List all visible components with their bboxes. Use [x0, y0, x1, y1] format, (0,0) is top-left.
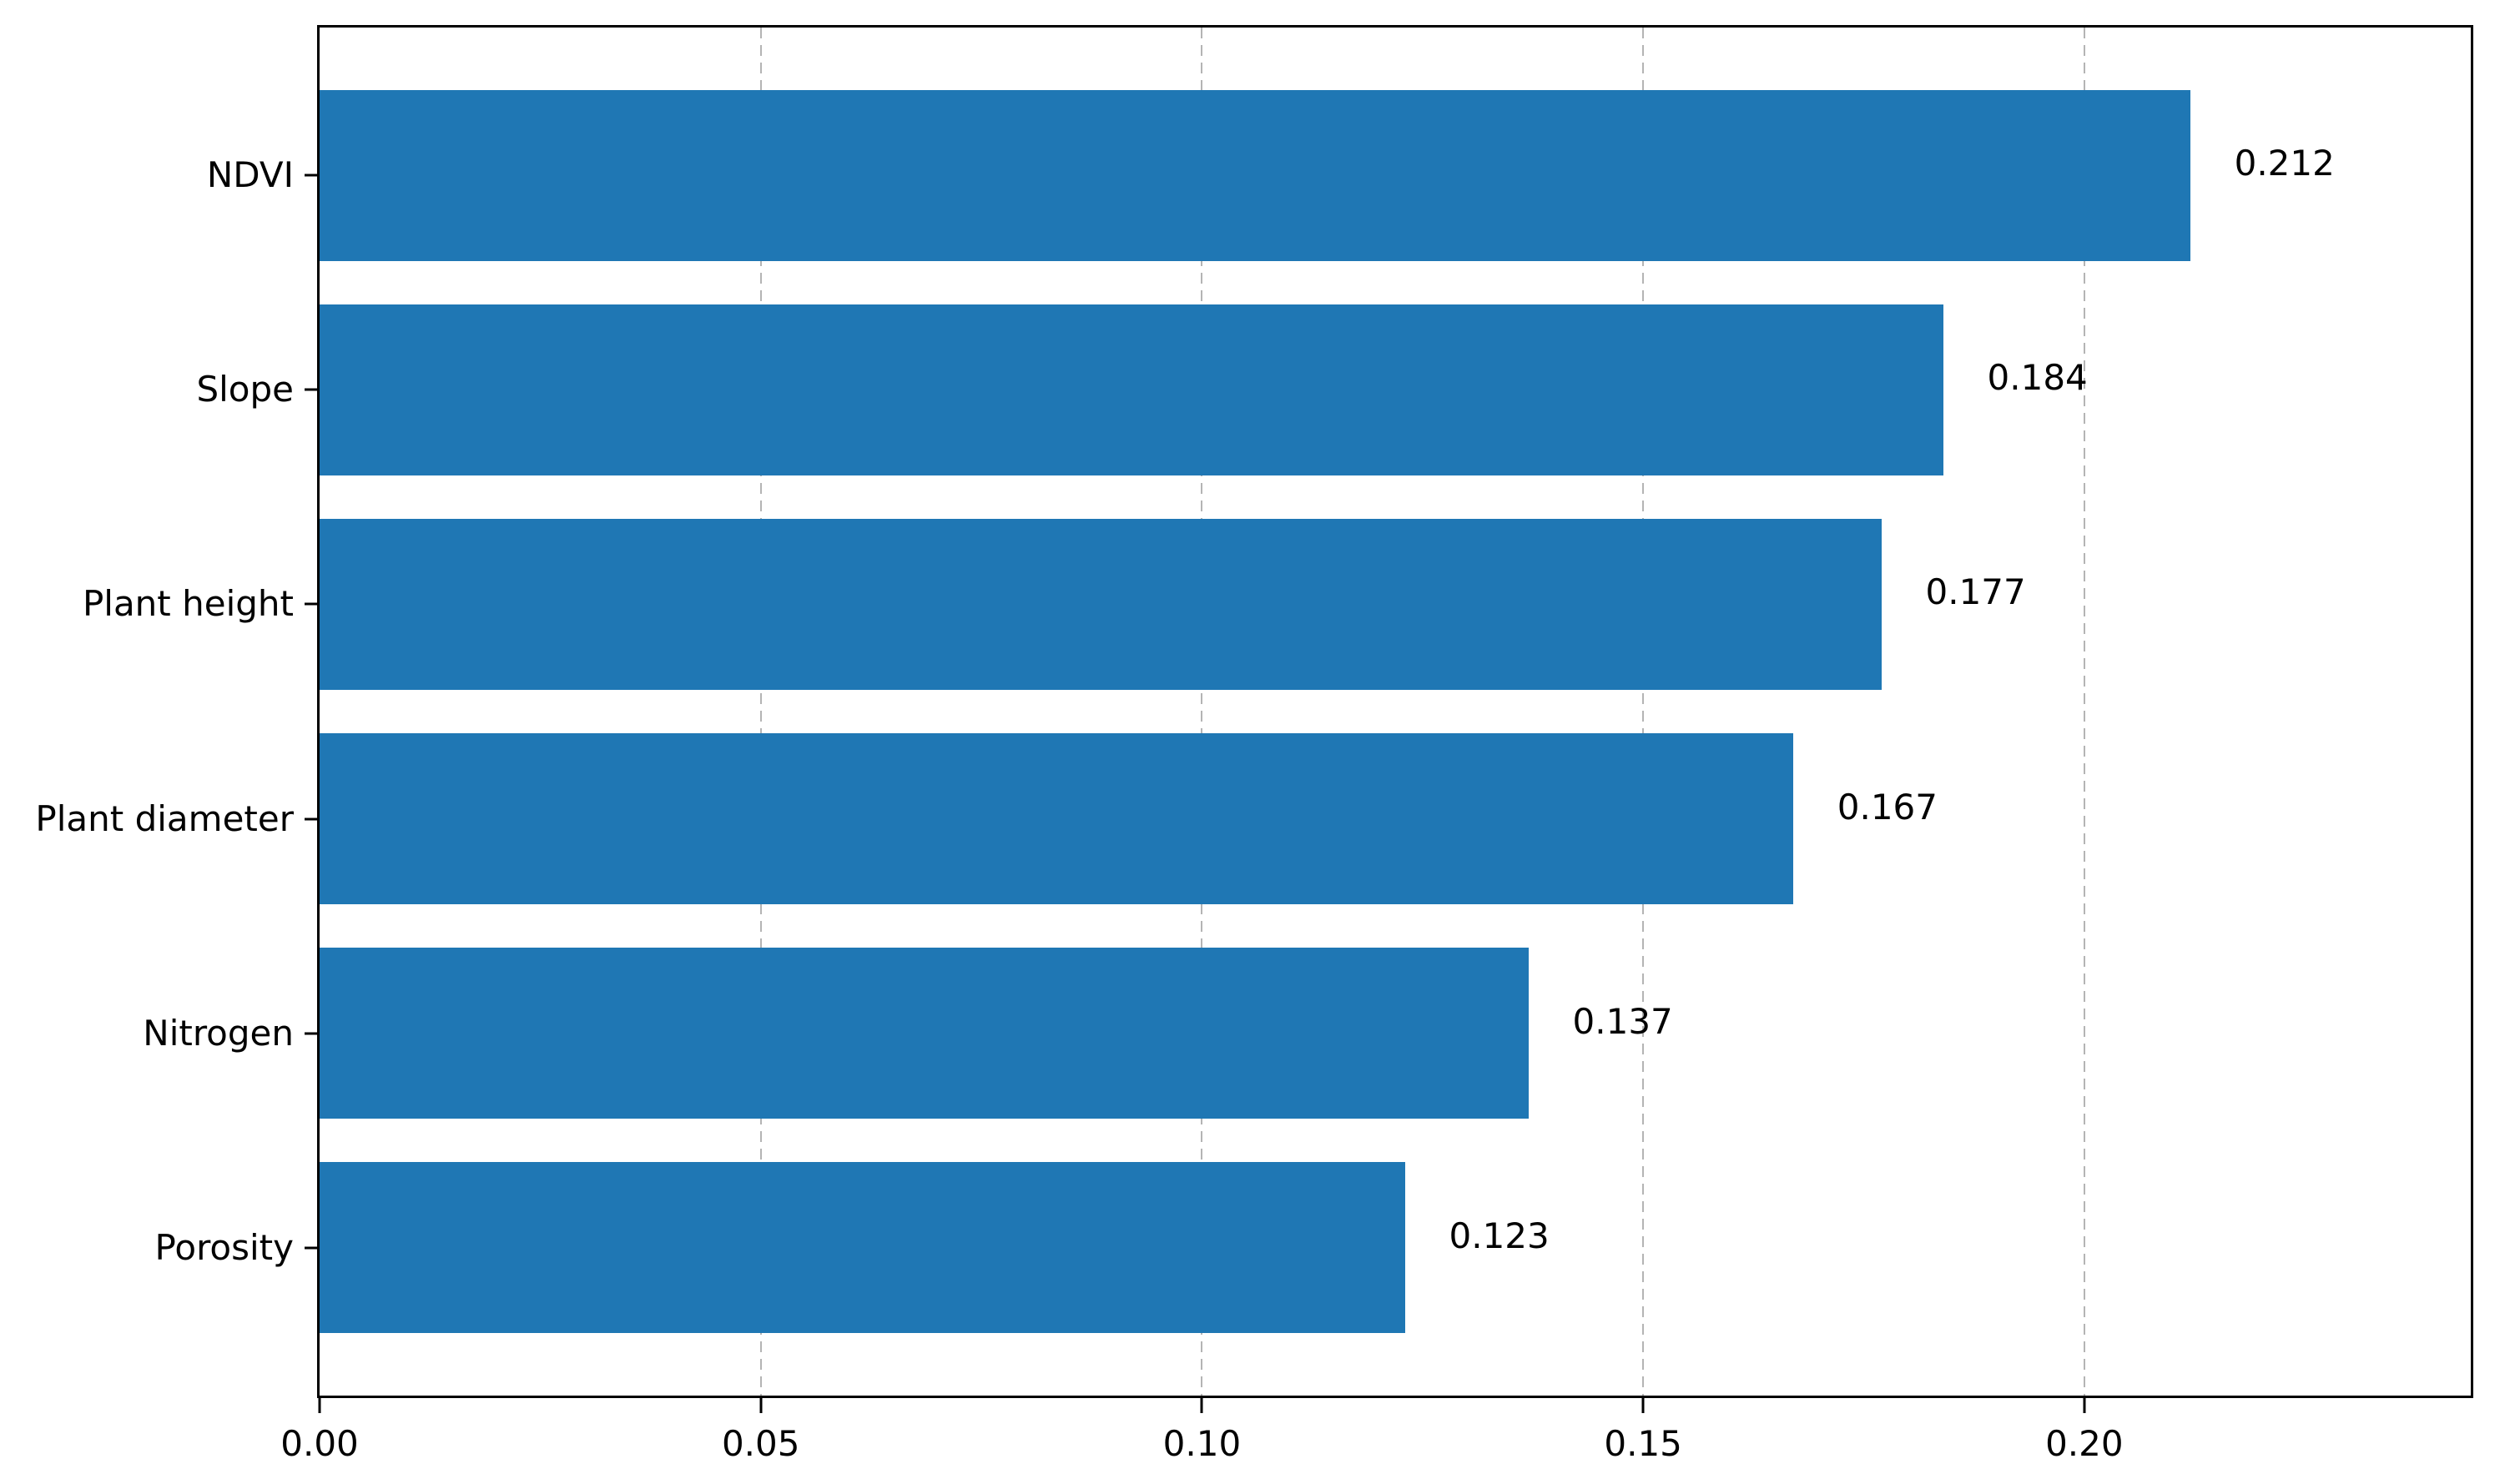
- y-tick-nitrogen: [305, 1032, 320, 1035]
- plot-area: 0.212 0.184 0.177 0.167 0.137 0.123: [317, 25, 2473, 1398]
- x-tick-0-00: [318, 1398, 321, 1413]
- x-tick-0-15: [1641, 1398, 1645, 1413]
- y-tick-label-slope: Slope: [196, 369, 294, 410]
- bar-ndvi: [320, 89, 2190, 262]
- x-tick-label-0-15: 0.15: [1604, 1423, 1682, 1464]
- bar-plant-diameter: [320, 732, 1793, 905]
- y-tick-porosity: [305, 1246, 320, 1250]
- x-tick-label-0-05: 0.05: [721, 1423, 800, 1464]
- y-tick-label-plant-diameter: Plant diameter: [35, 797, 294, 839]
- value-label-nitrogen: 0.137: [1572, 1000, 1673, 1042]
- x-tick-0-05: [759, 1398, 763, 1413]
- x-tick-0-20: [2083, 1398, 2086, 1413]
- gridline-0-20: [2083, 28, 2085, 1396]
- bar-nitrogen: [320, 947, 1529, 1119]
- value-label-porosity: 0.123: [1449, 1215, 1550, 1256]
- value-label-plant-height: 0.177: [1925, 571, 2026, 613]
- y-tick-label-porosity: Porosity: [154, 1226, 294, 1268]
- value-label-ndvi: 0.212: [2234, 143, 2335, 184]
- y-tick-ndvi: [305, 174, 320, 177]
- y-tick-plant-diameter: [305, 817, 320, 821]
- y-tick-label-ndvi: NDVI: [206, 154, 294, 196]
- bar-plant-height: [320, 518, 1882, 691]
- x-tick-label-0-10: 0.10: [1162, 1423, 1242, 1464]
- bar-slope: [320, 304, 1943, 476]
- y-axis: NDVI Slope Plant height Plant diameter Nitro…: [0, 28, 320, 1396]
- x-tick-label-0-00: 0.00: [280, 1423, 359, 1464]
- bar-porosity: [320, 1161, 1405, 1334]
- x-tick-0-10: [1200, 1398, 1203, 1413]
- y-tick-label-plant-height: Plant height: [82, 583, 294, 625]
- gridline-0-15: [1642, 28, 1645, 1396]
- y-tick-slope: [305, 388, 320, 391]
- x-axis: 0.00 0.05 0.10 0.15 0.20: [280, 1398, 2471, 1484]
- value-label-plant-diameter: 0.167: [1837, 786, 1938, 828]
- x-tick-label-0-20: 0.20: [2045, 1423, 2124, 1464]
- gridline-0-05: [759, 28, 762, 1396]
- value-label-slope: 0.184: [1987, 357, 2088, 399]
- y-tick-label-nitrogen: Nitrogen: [143, 1012, 294, 1054]
- gridline-0-10: [1201, 28, 1203, 1396]
- y-tick-plant-height: [305, 602, 320, 606]
